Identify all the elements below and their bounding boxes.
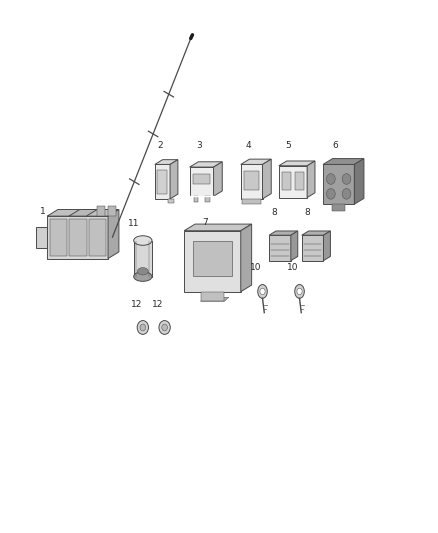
Circle shape bbox=[326, 189, 335, 199]
Text: 4: 4 bbox=[245, 141, 251, 150]
Polygon shape bbox=[302, 235, 323, 261]
Polygon shape bbox=[214, 162, 222, 196]
Ellipse shape bbox=[134, 272, 152, 281]
Polygon shape bbox=[184, 224, 252, 231]
Text: 10: 10 bbox=[287, 263, 299, 272]
Polygon shape bbox=[193, 174, 210, 184]
Circle shape bbox=[326, 174, 335, 184]
Polygon shape bbox=[332, 204, 345, 211]
Text: 3: 3 bbox=[197, 141, 202, 150]
Polygon shape bbox=[170, 160, 178, 199]
Polygon shape bbox=[279, 161, 315, 166]
Polygon shape bbox=[307, 161, 315, 198]
Polygon shape bbox=[157, 169, 167, 193]
Polygon shape bbox=[323, 159, 364, 165]
Polygon shape bbox=[184, 231, 241, 292]
Polygon shape bbox=[354, 159, 364, 204]
Polygon shape bbox=[241, 159, 271, 165]
Polygon shape bbox=[88, 219, 106, 256]
Polygon shape bbox=[69, 209, 97, 216]
Text: 6: 6 bbox=[332, 141, 338, 150]
Polygon shape bbox=[282, 172, 291, 190]
Circle shape bbox=[297, 288, 302, 295]
Circle shape bbox=[342, 189, 351, 199]
Polygon shape bbox=[201, 297, 229, 301]
Ellipse shape bbox=[295, 285, 304, 298]
Polygon shape bbox=[108, 206, 116, 216]
Text: 12: 12 bbox=[152, 300, 164, 309]
Polygon shape bbox=[47, 216, 108, 259]
Circle shape bbox=[342, 174, 351, 184]
Text: 8: 8 bbox=[272, 208, 277, 217]
Polygon shape bbox=[323, 165, 354, 204]
Text: 12: 12 bbox=[131, 300, 142, 309]
Polygon shape bbox=[155, 160, 178, 165]
Polygon shape bbox=[269, 235, 291, 261]
Circle shape bbox=[260, 288, 265, 295]
Polygon shape bbox=[69, 219, 87, 256]
Polygon shape bbox=[241, 224, 252, 292]
Text: 8: 8 bbox=[304, 208, 310, 217]
Polygon shape bbox=[302, 231, 330, 235]
Polygon shape bbox=[323, 231, 330, 261]
Text: 7: 7 bbox=[202, 218, 208, 227]
Polygon shape bbox=[295, 172, 304, 190]
Polygon shape bbox=[155, 165, 170, 199]
Polygon shape bbox=[190, 167, 214, 196]
Text: 11: 11 bbox=[128, 219, 140, 228]
Circle shape bbox=[162, 324, 167, 331]
Circle shape bbox=[140, 324, 146, 331]
Polygon shape bbox=[242, 199, 261, 204]
Text: 1: 1 bbox=[40, 207, 46, 216]
Polygon shape bbox=[168, 199, 173, 203]
Polygon shape bbox=[279, 166, 307, 198]
Polygon shape bbox=[47, 209, 119, 216]
Ellipse shape bbox=[134, 236, 152, 245]
Ellipse shape bbox=[138, 268, 148, 275]
Ellipse shape bbox=[258, 285, 267, 298]
Polygon shape bbox=[190, 162, 222, 167]
Polygon shape bbox=[193, 241, 232, 276]
Polygon shape bbox=[241, 165, 262, 199]
Polygon shape bbox=[97, 206, 105, 216]
Polygon shape bbox=[269, 231, 298, 235]
Polygon shape bbox=[194, 196, 198, 201]
Text: 10: 10 bbox=[250, 263, 262, 272]
Polygon shape bbox=[36, 227, 47, 248]
Circle shape bbox=[137, 320, 148, 334]
Polygon shape bbox=[205, 196, 209, 201]
Polygon shape bbox=[108, 209, 119, 259]
Text: 2: 2 bbox=[157, 141, 163, 150]
Polygon shape bbox=[262, 159, 271, 199]
Circle shape bbox=[159, 320, 170, 334]
Text: 5: 5 bbox=[286, 141, 292, 150]
Polygon shape bbox=[49, 219, 67, 256]
Polygon shape bbox=[291, 231, 298, 261]
Polygon shape bbox=[134, 240, 152, 277]
Polygon shape bbox=[244, 171, 259, 190]
Polygon shape bbox=[201, 292, 224, 301]
